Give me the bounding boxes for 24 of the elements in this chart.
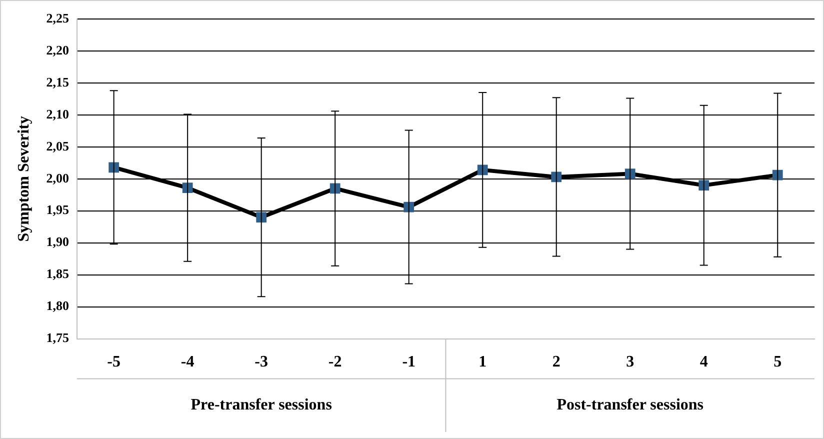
- y-tick-label: 2,25: [46, 10, 70, 26]
- y-tick-label: 1,85: [46, 266, 70, 282]
- y-tick-label: 1,80: [46, 298, 69, 314]
- x-tick-label: 1: [478, 354, 487, 371]
- x-tick-label: 2: [552, 354, 560, 371]
- x-tick-label: -3: [254, 354, 268, 371]
- x-tick-label: 4: [700, 354, 708, 371]
- y-tick-label: 2,10: [46, 106, 69, 122]
- x-tick-label: 5: [774, 354, 782, 371]
- y-tick-label: 1,90: [46, 234, 69, 250]
- x-tick-label: -4: [180, 354, 194, 371]
- x-tick-label: -1: [402, 354, 416, 371]
- y-tick-label: 2,05: [46, 138, 70, 154]
- y-tick-label: 2,15: [46, 74, 70, 90]
- y-tick-label: 2,20: [46, 42, 69, 58]
- x-tick-label: 3: [626, 354, 634, 371]
- text: Pre-transfer sessions: [190, 396, 332, 414]
- text: Post-transfer sessions: [556, 396, 704, 414]
- x-tick-label: -2: [328, 354, 342, 371]
- y-tick-label: 1,95: [46, 202, 70, 218]
- x-tick-label: -5: [107, 354, 120, 371]
- y-tick-label: 2,00: [46, 170, 69, 186]
- y-tick-label: 1,75: [46, 330, 70, 346]
- y-axis-title: Symptom Severity: [16, 116, 33, 242]
